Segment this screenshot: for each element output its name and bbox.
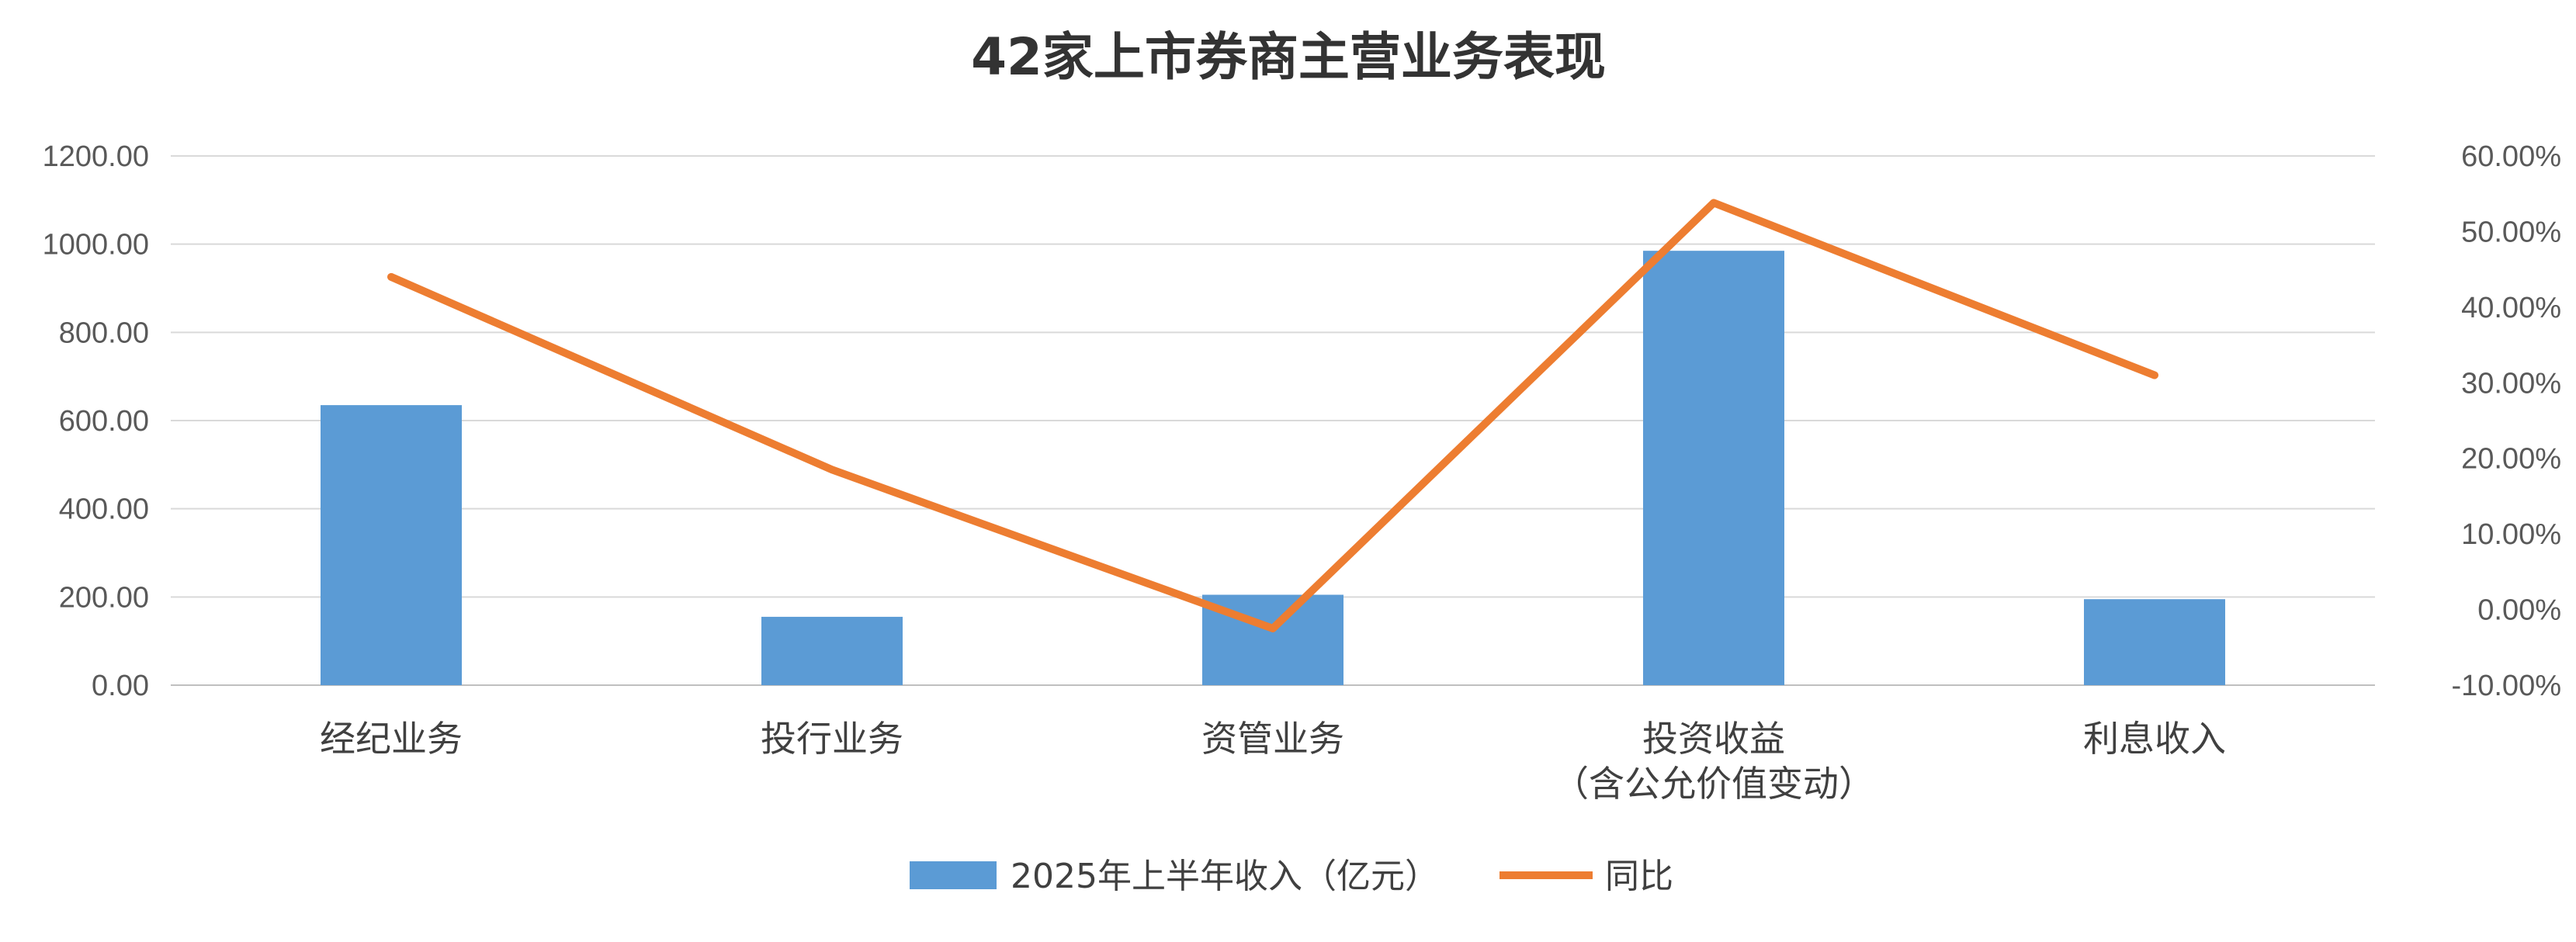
- category-label: 投行业务: [761, 718, 903, 760]
- category-label: 利息收入: [2083, 718, 2226, 760]
- chart-legend: 2025年上半年收入（亿元） 同比: [910, 857, 1673, 896]
- left-tick-label: 800.00: [59, 317, 149, 349]
- category-axis-labels: 经纪业务 投行业务 资管业务 投资收益（含公允价值变动） 利息收入: [320, 718, 2226, 805]
- left-tick-label: 200.00: [59, 581, 149, 614]
- right-tick-label: 40.00%: [2461, 292, 2561, 324]
- left-tick-label: 0.00: [92, 670, 149, 702]
- legend-line-label: 同比: [1605, 857, 1673, 896]
- bar-series: [321, 251, 2225, 686]
- yoy-line: [387, 199, 2158, 632]
- line-series: [387, 199, 2158, 632]
- bar: [761, 616, 903, 685]
- chart-title: 42家上市券商主营业务表现: [971, 27, 1606, 87]
- left-tick-label: 600.00: [59, 405, 149, 438]
- right-tick-label: 50.00%: [2461, 216, 2561, 248]
- right-axis-ticks: -10.00% 0.00% 10.00% 20.00% 30.00% 40.00% 50.0…: [2451, 140, 2561, 702]
- legend-bar-label: 2025年上半年收入（亿元）: [1011, 857, 1439, 896]
- bar: [321, 405, 462, 685]
- bar: [2084, 599, 2225, 685]
- left-tick-label: 400.00: [59, 494, 149, 526]
- category-label: 经纪业务: [320, 718, 463, 760]
- gridlines: [171, 155, 2375, 686]
- bar: [1643, 251, 1784, 686]
- right-tick-label: 30.00%: [2461, 367, 2561, 400]
- legend-bar-swatch: [910, 861, 997, 889]
- left-tick-label: 1200.00: [43, 140, 149, 173]
- right-tick-label: 60.00%: [2461, 140, 2561, 173]
- left-axis-ticks: 0.00 200.00 400.00 600.00 800.00 1000.00 1200.…: [43, 140, 149, 702]
- category-label: 资管业务: [1201, 718, 1344, 760]
- category-label: （含公允价值变动）: [1553, 763, 1874, 805]
- right-tick-label: 20.00%: [2461, 443, 2561, 476]
- right-tick-label: 10.00%: [2461, 518, 2561, 551]
- category-label: 投资收益: [1642, 718, 1785, 760]
- right-tick-label: 0.00%: [2477, 594, 2561, 627]
- right-tick-label: -10.00%: [2451, 670, 2561, 702]
- left-tick-label: 1000.00: [43, 229, 149, 261]
